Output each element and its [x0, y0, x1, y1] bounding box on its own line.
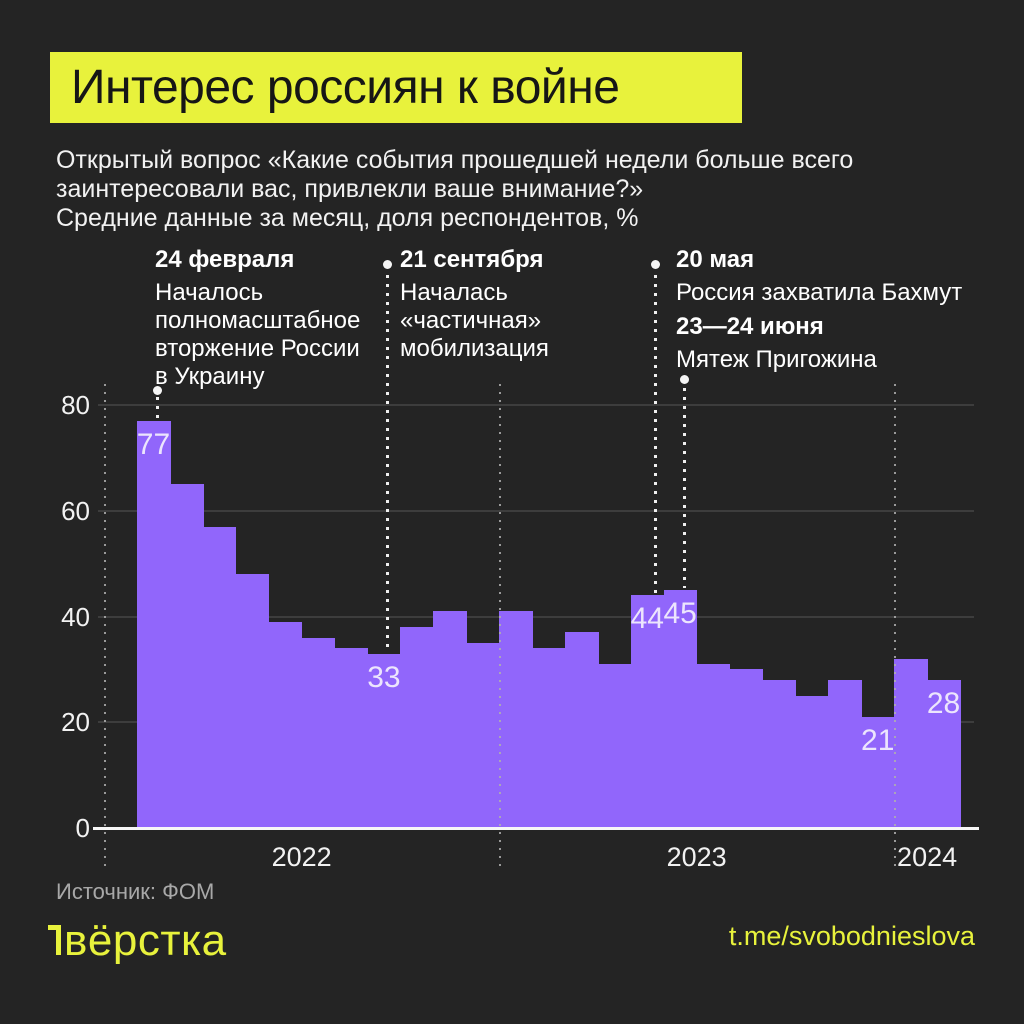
annotation-line-invasion — [155, 397, 159, 419]
year-boundary-2023 — [499, 384, 502, 866]
gridline-80 — [98, 404, 974, 406]
y-axis-label-20: 20 — [61, 707, 90, 738]
bar-2024-02 — [927, 679, 961, 828]
title-banner: Интерес россиян к войне — [50, 52, 742, 123]
x-axis-label-2022: 2022 — [271, 842, 332, 872]
telegram-link[interactable]: t.me/svobodnieslova — [728, 921, 975, 951]
annotation-mobilization-text: Началась «частичная» мобилизация — [400, 279, 549, 362]
data-label-77: 77 — [136, 427, 171, 461]
data-label-33: 33 — [367, 660, 401, 694]
annotation-bakhmut-text: Россия захватила Бахмут — [676, 279, 963, 306]
annotation-dot-invasion — [152, 385, 162, 395]
logo-text: вёрстка — [64, 916, 227, 965]
annotation-invasion-date: 24 февраля — [155, 246, 295, 273]
bar-2022-05 — [235, 574, 270, 828]
annotation-dot-mobilization — [383, 259, 393, 269]
source-note: Источник: ФОМ — [56, 879, 215, 904]
annotation-dot-mutiny — [679, 374, 689, 384]
annotation-bakhmut-date: 20 мая — [676, 246, 755, 273]
bar-2022-06 — [268, 621, 303, 828]
logo-stem-glyph — [48, 925, 61, 955]
bar-2022-03 — [169, 484, 204, 828]
annotation-mobilization-date: 21 сентября — [400, 246, 544, 273]
x-axis-line — [93, 827, 979, 830]
annotation-invasion: 24 февраля Началось полномасштабное втор… — [155, 246, 360, 391]
bar-2023-10 — [795, 695, 830, 828]
bar-2023-04 — [597, 664, 632, 828]
data-label-45: 45 — [663, 597, 697, 631]
gridline-60 — [98, 509, 974, 512]
data-label-21: 21 — [861, 723, 895, 757]
bar-2023-06 — [663, 590, 698, 828]
annotation-line-mutiny — [682, 388, 686, 589]
bar-2024-01 — [894, 658, 928, 828]
page-title: Интерес россиян к войне — [71, 61, 620, 114]
annotation-line-mobilization — [386, 275, 390, 652]
year-boundary-2024 — [894, 384, 897, 866]
bar-2023-03 — [564, 632, 599, 828]
bar-2022-12 — [466, 642, 500, 828]
annotation-bakhmut: 20 мая Россия захватила Бахмут — [676, 246, 962, 307]
bar-2023-07 — [696, 664, 731, 828]
bar-2023-05 — [630, 595, 665, 828]
bar-2023-11 — [828, 679, 862, 828]
bar-2023-09 — [762, 679, 797, 828]
bar-2022-11 — [433, 611, 467, 828]
y-axis-label-0: 0 — [75, 813, 90, 843]
bar-2023-12 — [861, 716, 895, 828]
y-axis-label-60: 60 — [61, 495, 90, 526]
x-axis-label-2024: 2024 — [897, 842, 958, 872]
verstka-logo: вёрстка — [48, 916, 227, 966]
bar-2022-02 — [137, 420, 171, 828]
x-axis-label-2023: 2023 — [666, 842, 727, 872]
bar-2023-01 — [499, 611, 533, 828]
bar-2022-07 — [301, 637, 336, 828]
y-axis-label-40: 40 — [61, 601, 90, 632]
data-label-44: 44 — [630, 602, 664, 636]
bar-2022-08 — [334, 648, 369, 828]
gridline-40 — [98, 615, 974, 618]
annotation-mutiny-text: Мятеж Пригожина — [676, 346, 877, 373]
annotation-mutiny-date: 23—24 июня — [676, 313, 824, 340]
data-label-28: 28 — [926, 686, 961, 720]
annotation-line-bakhmut — [653, 275, 657, 594]
bar-2023-08 — [729, 669, 764, 828]
annotation-mutiny: 23—24 июня Мятеж Пригожина — [676, 313, 877, 374]
y-axis-label-80: 80 — [61, 390, 90, 420]
annotation-mobilization: 21 сентября Началась «частичная» мобилиз… — [400, 246, 549, 363]
bar-2022-10 — [400, 627, 434, 828]
annotation-dot-bakhmut — [650, 259, 660, 269]
bar-2022-09 — [367, 653, 402, 828]
bar-2023-02 — [532, 648, 566, 828]
annotation-invasion-text: Началось полномасштабное вторжение Росси… — [155, 279, 361, 390]
year-boundary-2022 — [104, 384, 107, 866]
bar-2022-04 — [202, 526, 237, 828]
chart-subtitle: Открытый вопрос «Какие события прошедшей… — [56, 146, 854, 232]
